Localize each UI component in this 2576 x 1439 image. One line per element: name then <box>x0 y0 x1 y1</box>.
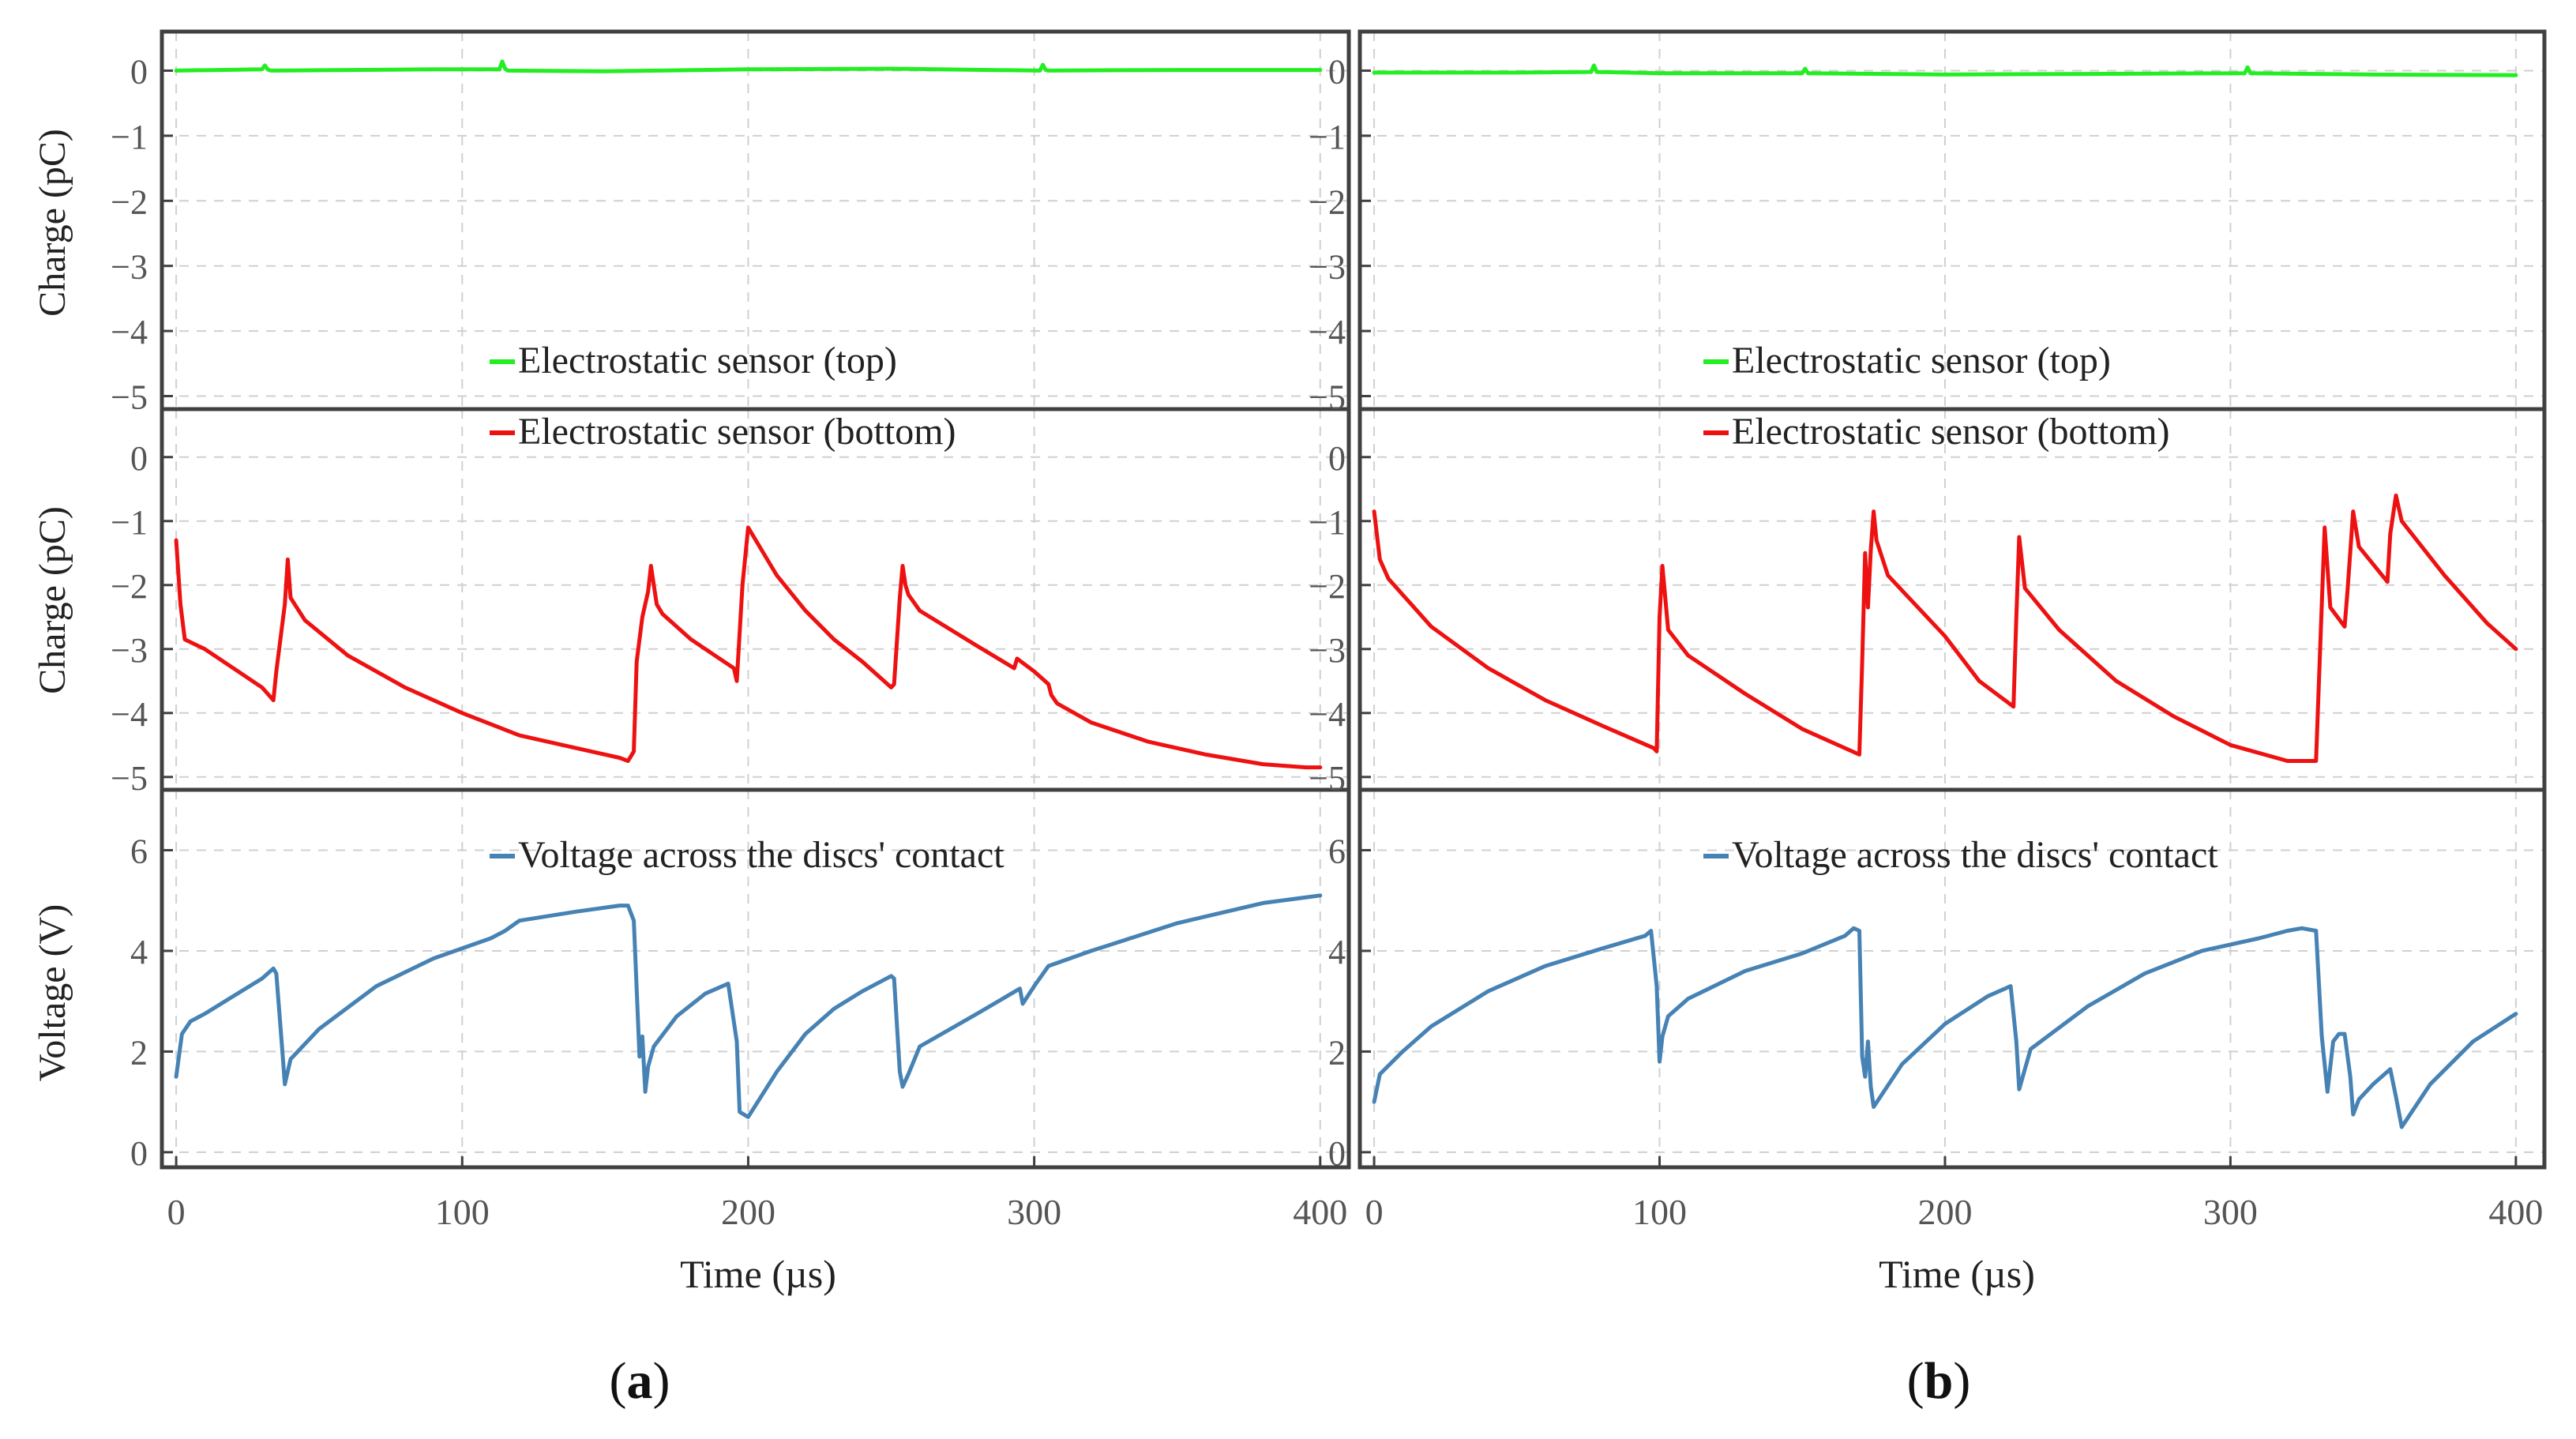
x-tick-label: 400 <box>2488 1192 2543 1232</box>
chart-b-top: 0 −1 −2 −3 −4 −5 Electrostatic sensor (top) <box>1309 32 2544 417</box>
caption-b-letter: b <box>1924 1352 1954 1410</box>
panel-caption-b: (b) <box>1907 1352 1971 1410</box>
x-tick-label: 0 <box>1365 1192 1384 1232</box>
panel-caption-a: (a) <box>610 1352 670 1410</box>
chart-b-voltage: 0 2 4 6 Voltage across the discs' contact 0 10… <box>1328 790 2544 1232</box>
series-line-top <box>174 59 1323 73</box>
y-tick-label: −2 <box>1309 567 1346 606</box>
y-tick-label: 0 <box>130 439 148 478</box>
y-tick-label: 2 <box>1328 1033 1346 1072</box>
series-line-bottom <box>1372 493 2518 763</box>
y-tick-label: −4 <box>1309 695 1346 734</box>
y-tick-label: −4 <box>111 313 148 351</box>
series-line-voltage <box>174 893 1323 1119</box>
y-tick-label: 0 <box>1328 1134 1346 1173</box>
y-tick-label: 0 <box>1328 439 1346 478</box>
x-tick-label: 100 <box>1632 1192 1687 1232</box>
y-tick-label: −5 <box>1309 759 1346 798</box>
chart-b-bottom: 0 −1 −2 −3 −4 −5 Electrostatic sensor (bottom) <box>1309 409 2544 798</box>
y-axis-title-voltage: Voltage (V) <box>32 904 73 1081</box>
panel-b: 0 −1 −2 −3 −4 −5 Electrostatic sensor (top) 0 −1… <box>1309 29 2547 1232</box>
legend-label-bottom: Electrostatic sensor (bottom) <box>1732 411 2170 453</box>
x-axis-title-b: Time (µs) <box>1879 1252 2035 1296</box>
caption-a-open: ( <box>610 1352 627 1410</box>
legend-label-top: Electrostatic sensor (top) <box>518 340 897 381</box>
y-tick-label: −5 <box>111 378 148 417</box>
chart-a-voltage: 0 2 4 6 Voltage across the discs' contact 0 10… <box>130 790 1349 1232</box>
y-tick-label: 6 <box>1328 832 1346 870</box>
x-tick-label: 0 <box>167 1192 186 1232</box>
x-tick-label: 200 <box>721 1192 775 1232</box>
y-tick-label: −3 <box>111 631 148 670</box>
y-tick-label: −1 <box>1309 118 1346 156</box>
series-line-bottom <box>174 525 1323 770</box>
y-tick-label: −1 <box>111 118 148 156</box>
y-tick-label: −2 <box>1309 182 1346 221</box>
x-tick-label: 200 <box>1917 1192 1972 1232</box>
y-tick-label: 4 <box>1328 933 1346 971</box>
y-tick-label: 4 <box>130 933 148 971</box>
x-tick-label: 100 <box>435 1192 490 1232</box>
y-tick-label: −3 <box>1309 248 1346 287</box>
caption-b-close: ) <box>1953 1352 1970 1410</box>
chart-a-bottom: 0 −1 −2 −3 −4 −5 Electrostatic sensor (bottom) <box>111 409 1349 798</box>
y-tick-label: −2 <box>111 182 148 221</box>
y-axis-title-top: Charge (pC) <box>32 129 73 317</box>
panel-frame <box>160 29 1351 1170</box>
legend-label-bottom: Electrostatic sensor (bottom) <box>518 411 956 453</box>
x-tick-label: 300 <box>1007 1192 1061 1232</box>
x-tick-label: 400 <box>1293 1192 1347 1232</box>
y-tick-label: −1 <box>111 503 148 542</box>
caption-a-letter: a <box>627 1352 653 1410</box>
panel-a: 0 −1 −2 −3 −4 −5 Electrostatic sensor (top) 0 −1… <box>111 29 1351 1232</box>
y-axis-title-bottom: Charge (pC) <box>32 506 73 694</box>
y-tick-label: −4 <box>111 695 148 734</box>
y-tick-label: 6 <box>130 832 148 870</box>
x-tick-label: 300 <box>2203 1192 2258 1232</box>
y-tick-label: 0 <box>130 1134 148 1173</box>
y-tick-label: −5 <box>1309 378 1346 417</box>
y-tick-label: −5 <box>111 759 148 798</box>
chart-a-top: 0 −1 −2 −3 −4 −5 Electrostatic sensor (top) <box>111 32 1349 417</box>
x-axis-title-a: Time (µs) <box>680 1252 836 1296</box>
y-tick-label: 0 <box>1328 52 1346 91</box>
y-tick-label: −4 <box>1309 313 1346 351</box>
series-line-voltage <box>1372 926 2518 1129</box>
y-tick-label: −3 <box>111 248 148 287</box>
caption-a-close: ) <box>653 1352 670 1410</box>
caption-b-open: ( <box>1907 1352 1924 1410</box>
legend-label-top: Electrostatic sensor (top) <box>1732 340 2111 381</box>
y-tick-label: −1 <box>1309 503 1346 542</box>
legend-label-voltage: Voltage across the discs' contact <box>1732 834 2218 876</box>
y-tick-label: 0 <box>130 52 148 91</box>
y-tick-label: −2 <box>111 567 148 606</box>
series-line-top <box>1372 63 2518 77</box>
y-tick-label: −3 <box>1309 631 1346 670</box>
panel-frame <box>1357 29 2547 1170</box>
y-tick-label: 2 <box>130 1033 148 1072</box>
legend-label-voltage: Voltage across the discs' contact <box>518 834 1004 876</box>
